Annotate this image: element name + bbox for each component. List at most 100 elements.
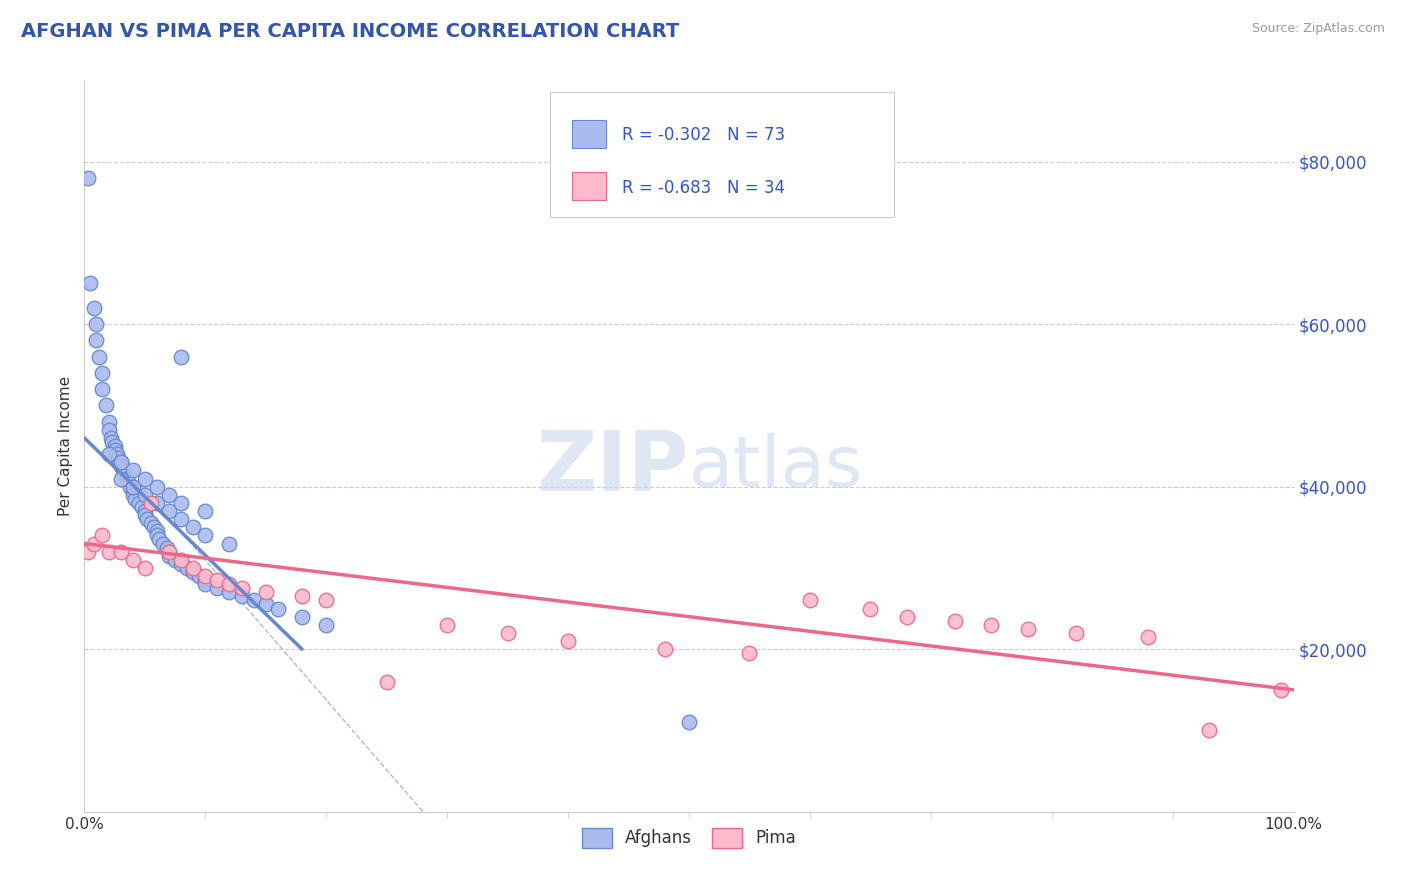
Point [207,581,229,595]
Point [110,471,132,485]
Point [101,434,124,449]
Point [134,504,156,518]
Text: Source: ZipAtlas.com: Source: ZipAtlas.com [1251,22,1385,36]
Point [291,609,314,624]
Point [110,455,132,469]
Point [134,471,156,485]
Point [157,544,180,558]
Point [148,533,170,547]
Text: R = -0.302   N = 73: R = -0.302 N = 73 [623,126,786,145]
Point [131,500,153,514]
Point [143,520,166,534]
Point [83,536,105,550]
Text: atlas: atlas [689,434,863,502]
Point [980,617,1002,632]
Point [121,480,143,494]
Point [654,642,676,657]
Point [146,528,169,542]
Point [943,614,966,628]
Point [896,609,918,624]
Point [77,170,100,185]
Point [105,447,128,461]
Point [97,415,120,429]
Point [207,573,229,587]
Point [121,488,143,502]
Point [83,301,105,315]
Point [157,544,180,558]
Point [112,463,135,477]
Point [170,496,193,510]
Point [1270,682,1292,697]
FancyBboxPatch shape [550,92,894,217]
Point [194,504,217,518]
Point [120,480,142,494]
Point [194,528,217,542]
Point [139,516,162,531]
Point [157,488,180,502]
FancyBboxPatch shape [572,120,606,147]
Text: ZIP: ZIP [537,427,689,508]
Point [1198,723,1220,738]
Point [121,483,143,498]
Point [97,544,120,558]
Point [94,398,117,412]
Point [86,317,108,331]
Point [87,350,110,364]
Point [152,536,174,550]
Point [79,277,101,291]
Point [231,581,253,595]
Point [155,541,177,555]
Point [176,561,198,575]
Point [254,585,277,599]
Point [97,423,120,437]
Point [170,350,193,364]
Point [267,601,290,615]
Point [91,366,114,380]
Point [124,491,146,506]
Point [134,561,156,575]
Point [738,646,761,660]
Point [107,451,129,466]
Point [799,593,821,607]
Point [254,598,277,612]
Point [146,524,169,539]
Point [218,577,240,591]
Point [194,569,217,583]
Point [97,447,120,461]
Point [181,565,204,579]
Point [170,553,193,567]
Point [139,496,162,510]
Point [134,488,156,502]
Point [181,561,204,575]
Point [115,471,138,485]
Point [315,617,337,632]
Point [136,512,159,526]
Point [218,585,240,599]
Point [86,334,108,348]
Text: R = -0.683   N = 34: R = -0.683 N = 34 [623,178,786,197]
Point [181,520,204,534]
Point [1064,626,1087,640]
Legend: Afghans, Pima: Afghans, Pima [575,821,803,855]
FancyBboxPatch shape [572,172,606,200]
Point [188,569,211,583]
Y-axis label: Per Capita Income: Per Capita Income [58,376,73,516]
Point [170,557,193,571]
Point [1017,622,1039,636]
Point [165,553,187,567]
Point [91,528,114,542]
Point [194,573,217,587]
Point [77,544,100,558]
Point [104,443,127,458]
Text: AFGHAN VS PIMA PER CAPITA INCOME CORRELATION CHART: AFGHAN VS PIMA PER CAPITA INCOME CORRELA… [21,22,679,41]
Point [157,549,180,563]
Point [134,508,156,522]
Point [436,617,458,632]
Point [146,480,169,494]
Point [375,674,398,689]
Point [104,439,127,453]
Point [170,512,193,526]
Point [128,496,150,510]
Point [194,577,217,591]
Point [496,626,519,640]
